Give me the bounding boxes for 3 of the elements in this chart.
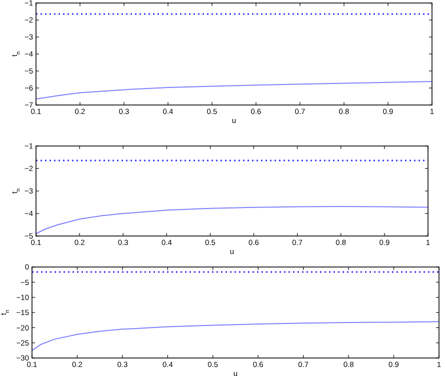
line-series xyxy=(36,206,428,234)
line-series xyxy=(32,321,440,351)
line-series xyxy=(36,81,432,100)
